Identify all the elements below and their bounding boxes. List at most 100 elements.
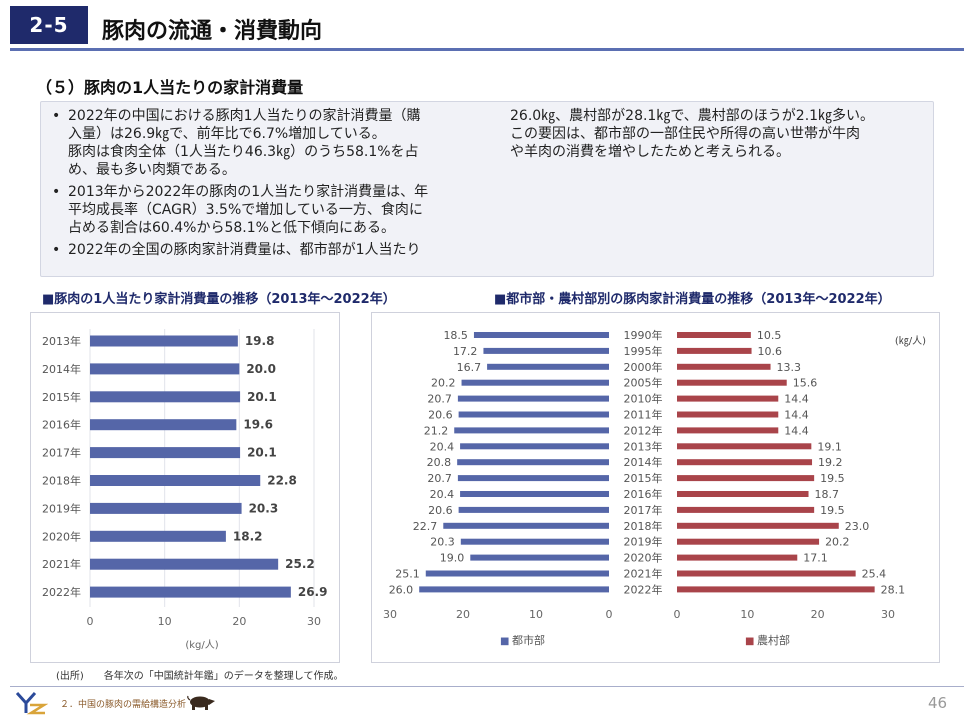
chart1-category-label: 2018年 xyxy=(42,474,81,488)
chart1-value-label: 20.0 xyxy=(246,362,276,376)
chart2-urban-bar xyxy=(443,522,609,529)
chart2-urban-bar xyxy=(454,427,609,434)
chart2-rural-bar xyxy=(677,570,856,577)
chart1-frame: 0 10 20 30 2013年 19.8 2014年 20.0 2015年 20.1 2016年 1… xyxy=(30,312,340,663)
chart2-right-tick-label: 30 xyxy=(881,608,895,621)
footer-divider xyxy=(10,686,964,687)
bullet-line: この要因は、都市部の一部住民や所得の高い世帯が牛肉 xyxy=(510,126,860,142)
chart2-urban-bar xyxy=(457,395,609,402)
chart1-bar xyxy=(90,530,226,542)
chart2-left-tick-label: 0 xyxy=(606,608,613,621)
chart2-category-label: 2022年 xyxy=(624,582,663,596)
chart2-left-tick-label: 20 xyxy=(456,608,470,621)
chart1-value-label: 25.2 xyxy=(285,557,315,571)
chart2-unit-label: (㎏/人) xyxy=(895,335,926,347)
chart1-bar xyxy=(90,502,242,514)
chart2-left-tick-label: 10 xyxy=(529,608,543,621)
chart2-rural-value-label: 13.3 xyxy=(777,361,802,374)
section-number-badge: 2-5 xyxy=(10,6,88,44)
chart2-urban-bar xyxy=(461,379,609,386)
chart2-rural-bar xyxy=(677,395,779,402)
chart2-rural-value-label: 19.2 xyxy=(818,456,843,469)
chart2-category-label: 2010年 xyxy=(624,392,663,406)
chart1-value-label: 22.8 xyxy=(267,474,297,488)
chart2-urban-bar xyxy=(460,491,609,497)
chart1-value-label: 20.1 xyxy=(247,446,277,460)
chart2-rural-value-label: 25.4 xyxy=(862,568,887,581)
summary-left-column: • 2022年の中国における豚肉1人当たりの家計消費量（購 入量）は26.9㎏で… xyxy=(48,107,488,263)
chart1-category-label: 2017年 xyxy=(42,446,81,460)
chart1-value-label: 26.9 xyxy=(298,585,328,599)
chart2-rural-value-label: 14.4 xyxy=(784,393,809,406)
summary-box xyxy=(40,101,934,277)
bullet-line: 豚肉は食肉全体（1人当たり46.3㎏）のうち58.1%を占 xyxy=(68,144,419,160)
chart2-rural-bar xyxy=(677,347,752,354)
chart2-category-label: 2021年 xyxy=(624,567,663,581)
chart2-category-label: 2013年 xyxy=(624,439,663,453)
chart2-rural-bar xyxy=(677,427,779,434)
subheading: （５）豚肉の1人当たりの家計消費量 xyxy=(36,78,304,97)
chart2-rural-bar xyxy=(677,538,820,545)
chart2-rural-value-label: 10.6 xyxy=(758,345,783,358)
chart1-bar xyxy=(90,335,238,347)
chart2-urban-value-label: 19.0 xyxy=(440,552,465,565)
chart2-category-label: 2014年 xyxy=(624,455,663,469)
chart2-urban-value-label: 20.6 xyxy=(428,504,453,517)
chart1-value-label: 19.6 xyxy=(243,418,273,432)
chart1-x-tick-label: 10 xyxy=(158,615,172,628)
bullet-item: • 2022年の中国における豚肉1人当たりの家計消費量（購 入量）は26.9㎏で… xyxy=(48,107,488,179)
chart2-rural-value-label: 10.5 xyxy=(757,329,782,342)
bullet-mark: • xyxy=(52,184,61,200)
chart1-x-axis-label: (kg/人) xyxy=(185,639,218,651)
pig-icon xyxy=(187,695,215,710)
chart1-category-label: 2022年 xyxy=(42,585,81,599)
chart2-urban-bar xyxy=(460,538,609,545)
chart2-right-tick-label: 10 xyxy=(740,608,754,621)
chart2-urban-value-label: 20.4 xyxy=(430,440,455,453)
chart1-x-tick-label: 0 xyxy=(87,615,94,628)
chart2-svg: (㎏/人) 18.5 1990年 10.5 17.2 1995年 10.6 16.7 2000年… xyxy=(383,328,926,647)
chart2-legend-rural-swatch: ■ xyxy=(745,636,754,647)
chart2-category-label: 2016年 xyxy=(624,487,663,501)
chart2-category-label: 1990年 xyxy=(624,328,663,342)
chart1-bar xyxy=(90,586,291,598)
chart1-category-label: 2015年 xyxy=(42,390,81,404)
chart2-rural-value-label: 23.0 xyxy=(845,520,870,533)
chart2-category-label: 2000年 xyxy=(624,360,663,374)
chart2-rural-value-label: 19.5 xyxy=(820,472,845,485)
chart2-rural-bar xyxy=(677,491,809,497)
chart1-bar xyxy=(90,447,241,459)
chart1-bar xyxy=(90,391,241,403)
chart2-urban-value-label: 20.7 xyxy=(427,472,452,485)
chart2-legend-urban-swatch: ■ xyxy=(500,636,509,647)
chart2-rural-value-label: 20.2 xyxy=(825,536,850,549)
chart2-urban-value-label: 26.0 xyxy=(389,583,414,596)
chart2-urban-value-label: 20.3 xyxy=(430,536,455,549)
chart1-category-label: 2021年 xyxy=(42,557,81,571)
chart2-urban-value-label: 20.7 xyxy=(427,393,452,406)
chart2-urban-bar xyxy=(470,554,609,561)
bullet-line: や羊肉の消費を増やしたためと考えられる。 xyxy=(510,144,790,160)
bullet-item: • 2013年から2022年の豚肉の1人当たり家計消費量は、年 平均成長率（CA… xyxy=(48,183,488,237)
chart2-urban-value-label: 20.8 xyxy=(427,456,452,469)
chart2-right-tick-label: 0 xyxy=(674,608,681,621)
chart1-category-label: 2014年 xyxy=(42,362,81,376)
chart2-category-label: 1995年 xyxy=(624,344,663,358)
chart1-bar xyxy=(90,419,237,431)
chart1-category-label: 2013年 xyxy=(42,334,81,348)
chart1-value-label: 20.3 xyxy=(249,501,279,515)
bullet-line: 占める割合は60.4%から58.1%と低下傾向にある。 xyxy=(68,220,395,236)
chart2-rural-bar xyxy=(677,475,815,482)
chart2-rural-bar xyxy=(677,554,798,561)
chart2-rural-value-label: 19.1 xyxy=(817,440,842,453)
chart2-title: ■都市部・農村部別の豚肉家計消費量の推移（2013年〜2022年） xyxy=(494,292,891,307)
chart2-category-label: 2018年 xyxy=(624,519,663,533)
bullet-mark: • xyxy=(52,242,61,258)
chart2-urban-bar xyxy=(457,459,609,466)
chart2-right-tick-label: 20 xyxy=(811,608,825,621)
page-number: 46 xyxy=(928,694,948,712)
chart1-value-label: 18.2 xyxy=(233,529,263,543)
chart1-bar xyxy=(90,475,261,486)
source-note: (出所) 各年次の「中国統計年鑑」のデータを整理して作成。 xyxy=(56,671,344,682)
chart2-rural-bar xyxy=(677,443,812,450)
